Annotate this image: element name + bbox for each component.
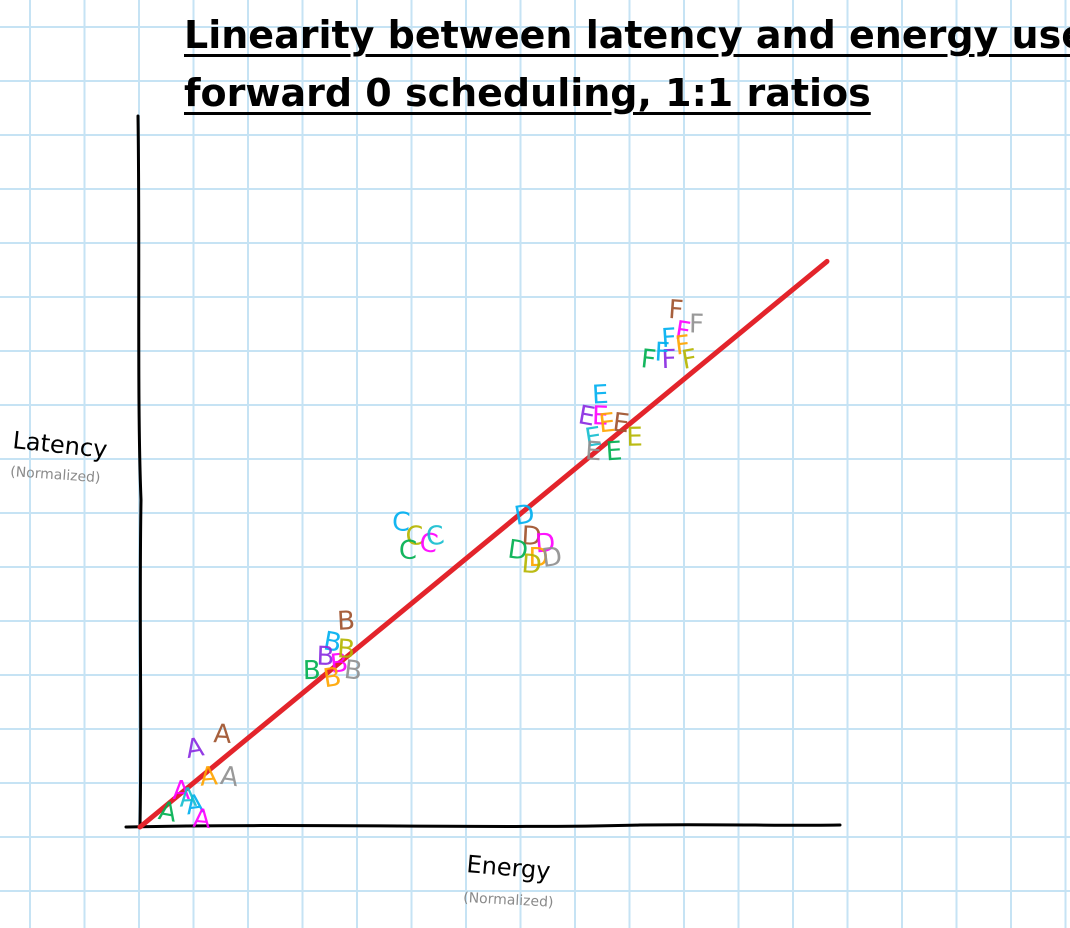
point-c-1: C [391, 507, 411, 538]
axes [124, 114, 842, 829]
point-e-3: E [592, 401, 609, 432]
point-b-6: B [303, 656, 321, 686]
x-axis-label: Energy [465, 850, 551, 885]
point-f-7: F [661, 345, 677, 376]
point-f-1: F [667, 295, 684, 326]
point-a-9: A [156, 796, 179, 829]
x-axis [124, 823, 842, 829]
point-e-5: E [611, 408, 631, 440]
point-d-6: D [540, 542, 564, 574]
point-a-5: A [172, 776, 190, 806]
point-b-5: B [342, 655, 363, 687]
point-f-8: F [680, 344, 700, 376]
point-c-3: C [417, 527, 440, 559]
point-f-2: F [660, 323, 677, 354]
point-c-5: C [425, 521, 447, 553]
point-e-2: E [576, 400, 597, 432]
point-e-1: E [591, 380, 609, 411]
point-e-6: E [626, 423, 643, 453]
point-a-3: A [198, 761, 219, 792]
point-b-4: B [329, 648, 350, 680]
y-axis-label: Latency [11, 426, 108, 464]
point-e-9: E [605, 436, 623, 467]
point-f-5: F [673, 330, 692, 362]
y-axis-sublabel: (Normalized) [10, 464, 101, 486]
point-c-2: C [405, 521, 425, 552]
point-b-1: B [336, 606, 355, 637]
point-b-7: B [321, 662, 343, 694]
point-a-4: A [218, 761, 240, 793]
y-axis [136, 114, 143, 828]
point-f-3: F [673, 316, 692, 348]
x-axis-sublabel: (Normalized) [463, 890, 554, 911]
chart-title: Linearity between latency and energy use… [184, 6, 1070, 122]
trend-line [137, 258, 830, 830]
point-a-7: A [192, 804, 213, 835]
point-b-8: B [336, 634, 356, 665]
point-a-6: A [184, 789, 206, 821]
point-a-1: A [184, 732, 207, 765]
point-f-6: F [639, 344, 657, 375]
point-e-7: E [583, 422, 604, 454]
point-e-4: E [597, 408, 616, 440]
point-b-3: B [316, 642, 335, 673]
point-d-4: D [506, 535, 530, 567]
chart-title-line-2: forward 0 scheduling, 1:1 ratios [184, 71, 871, 115]
point-c-4: C [399, 536, 418, 566]
chart-title-line-1: Linearity between latency and energy use… [184, 13, 1070, 57]
point-e-8: E [584, 436, 602, 467]
point-a-2: A [213, 719, 233, 750]
point-a-8: A [178, 783, 198, 814]
point-d-5: D [528, 543, 548, 573]
point-f-4: F [689, 309, 704, 339]
point-f-9: F [654, 337, 671, 368]
point-d-2: D [521, 521, 543, 552]
point-d-7: D [520, 549, 543, 581]
point-d-3: D [534, 528, 557, 560]
point-b-2: B [321, 626, 344, 659]
